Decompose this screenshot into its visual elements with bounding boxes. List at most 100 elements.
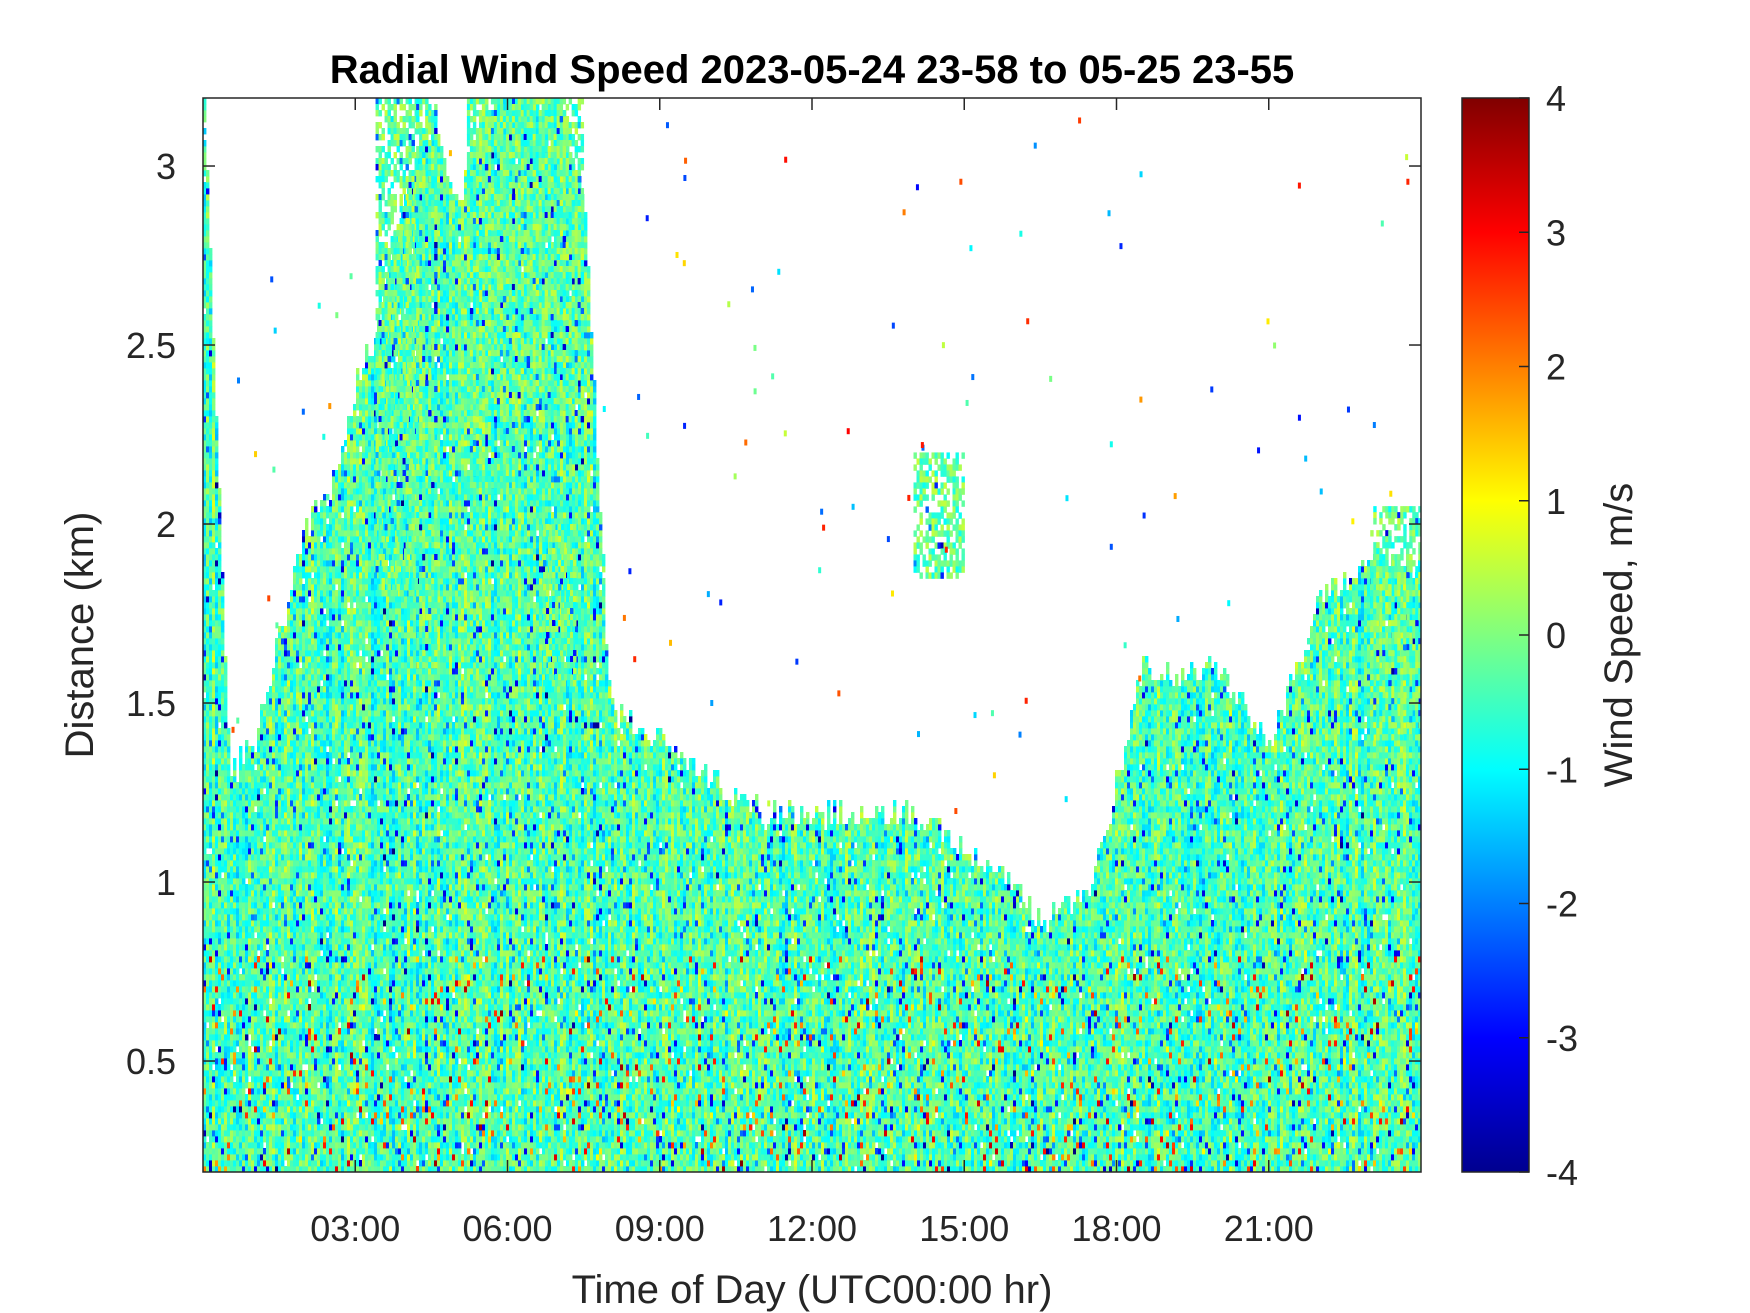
heatmap-cell <box>305 1100 308 1106</box>
heatmap-cell <box>239 1028 242 1034</box>
heatmap-cell <box>281 848 284 854</box>
heatmap-cell <box>251 1052 254 1058</box>
heatmap-cell <box>290 950 293 956</box>
heatmap-cell <box>269 992 272 998</box>
heatmap-cell <box>287 1160 290 1166</box>
heatmap-cell <box>215 800 218 806</box>
heatmap-cell <box>251 1136 254 1142</box>
heatmap-cell <box>245 818 248 824</box>
heatmap-cell <box>290 980 293 986</box>
heatmap-cell <box>299 1058 302 1064</box>
heatmap-cell <box>245 824 248 830</box>
heatmap-cell <box>221 1034 224 1040</box>
heatmap-cell <box>266 764 269 770</box>
heatmap-cell <box>206 248 209 254</box>
heatmap-cell <box>236 806 239 812</box>
heatmap-cell <box>221 1064 224 1070</box>
heatmap-cell <box>227 1070 230 1076</box>
heatmap-cell <box>206 1124 209 1130</box>
heatmap-cell <box>302 656 305 662</box>
heatmap-cell <box>305 812 308 818</box>
heatmap-cell <box>263 932 266 938</box>
heatmap-cell <box>227 944 230 950</box>
heatmap-cell <box>227 776 230 782</box>
heatmap-cell <box>221 626 224 632</box>
heatmap-cell <box>272 950 275 956</box>
heatmap-cell <box>293 1130 296 1136</box>
heatmap-cell <box>296 842 299 848</box>
heatmap-cell <box>305 968 308 974</box>
heatmap-cell <box>212 932 215 938</box>
heatmap-cell <box>206 1028 209 1034</box>
heatmap-cell <box>287 710 290 716</box>
heatmap-cell <box>230 908 233 914</box>
heatmap-cell <box>293 1010 296 1016</box>
heatmap-cell <box>215 524 218 530</box>
heatmap-cell <box>233 1052 236 1058</box>
heatmap-cell <box>251 746 254 752</box>
heatmap-cell <box>245 980 248 986</box>
heatmap-cell <box>272 980 275 986</box>
heatmap-cell <box>239 848 242 854</box>
heatmap-cell <box>206 350 209 356</box>
heatmap-cell <box>290 866 293 872</box>
heatmap-cell <box>206 260 209 266</box>
heatmap-cell <box>275 842 278 848</box>
heatmap-cell <box>224 908 227 914</box>
heatmap-cell <box>266 860 269 866</box>
heatmap-cell <box>302 932 305 938</box>
heatmap-cell <box>284 854 287 860</box>
heatmap-cell <box>302 1040 305 1046</box>
heatmap-cell <box>299 1154 302 1160</box>
heatmap-cell <box>266 1124 269 1130</box>
heatmap-cell <box>302 1022 305 1028</box>
heatmap-cell <box>212 548 215 554</box>
heatmap-cell <box>212 764 215 770</box>
heatmap-cell <box>206 836 209 842</box>
heatmap-cell <box>299 734 302 740</box>
heatmap-cell <box>305 830 308 836</box>
heatmap-cell <box>281 824 284 830</box>
heatmap-cell <box>284 1118 287 1124</box>
heatmap-cell <box>215 590 218 596</box>
heatmap-cell <box>281 1124 284 1130</box>
heatmap-cell <box>305 1088 308 1094</box>
heatmap-cell <box>248 1010 251 1016</box>
heatmap-cell <box>287 782 290 788</box>
heatmap-cell <box>284 770 287 776</box>
heatmap-cell <box>302 830 305 836</box>
heatmap-cell <box>281 734 284 740</box>
heatmap-cell <box>272 1076 275 1082</box>
heatmap-cell <box>299 674 302 680</box>
heatmap-cell <box>245 1154 248 1160</box>
heatmap-cell <box>221 950 224 956</box>
heatmap-cell <box>212 902 215 908</box>
heatmap-cell <box>275 1082 278 1088</box>
heatmap-cell <box>242 1154 245 1160</box>
heatmap-cell <box>275 1100 278 1106</box>
heatmap-cell <box>302 872 305 878</box>
heatmap-cell <box>257 824 260 830</box>
heatmap-cell <box>293 752 296 758</box>
heatmap-cell <box>206 926 209 932</box>
heatmap-cell <box>215 416 218 422</box>
heatmap-cell <box>272 842 275 848</box>
heatmap-cell <box>299 776 302 782</box>
heatmap-cell <box>287 740 290 746</box>
heatmap-cell <box>251 878 254 884</box>
heatmap-cell <box>215 980 218 986</box>
heatmap-cell <box>206 998 209 1004</box>
heatmap-cell <box>281 896 284 902</box>
heatmap-cell <box>293 746 296 752</box>
heatmap-cell <box>281 1010 284 1016</box>
heatmap-cell <box>290 860 293 866</box>
heatmap-cell <box>209 608 212 614</box>
heatmap-cell <box>293 1088 296 1094</box>
heatmap-cell <box>269 764 272 770</box>
heatmap-cell <box>245 1040 248 1046</box>
heatmap-cell <box>221 776 224 782</box>
heatmap-cell <box>272 1010 275 1016</box>
heatmap-cell <box>206 710 209 716</box>
heatmap-cell <box>266 974 269 980</box>
heatmap-cell <box>224 662 227 668</box>
